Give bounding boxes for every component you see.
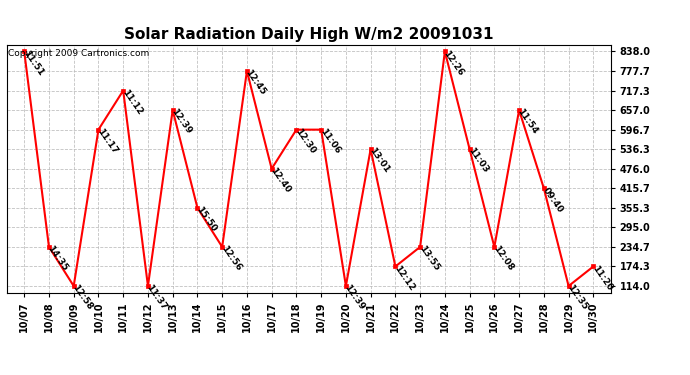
Text: 12:12: 12:12 (392, 264, 416, 292)
Text: 09:40: 09:40 (541, 186, 564, 214)
Text: 11:54: 11:54 (516, 107, 540, 136)
Text: 11:03: 11:03 (466, 147, 490, 175)
Text: 11:37: 11:37 (145, 283, 168, 312)
Text: 12:30: 12:30 (293, 127, 317, 155)
Text: 11:06: 11:06 (318, 127, 342, 155)
Text: 12:40: 12:40 (268, 166, 293, 195)
Text: 11:20: 11:20 (590, 264, 614, 292)
Text: Copyright 2009 Cartronics.com: Copyright 2009 Cartronics.com (8, 49, 149, 58)
Text: 12:45: 12:45 (244, 68, 268, 97)
Text: 12:39: 12:39 (170, 107, 193, 136)
Text: 11:51: 11:51 (21, 49, 45, 77)
Text: 12:26: 12:26 (442, 49, 466, 77)
Title: Solar Radiation Daily High W/m2 20091031: Solar Radiation Daily High W/m2 20091031 (124, 27, 493, 42)
Text: 12:56: 12:56 (219, 244, 243, 273)
Text: 14:35: 14:35 (46, 244, 70, 273)
Text: 13:01: 13:01 (368, 147, 391, 175)
Text: 11:17: 11:17 (95, 127, 119, 156)
Text: 15:50: 15:50 (194, 205, 218, 234)
Text: 11:12: 11:12 (120, 88, 144, 116)
Text: 13:55: 13:55 (417, 244, 441, 273)
Text: 12:08: 12:08 (491, 244, 515, 273)
Text: 12:39: 12:39 (343, 283, 366, 312)
Text: 12:58: 12:58 (70, 283, 95, 312)
Text: 12:35: 12:35 (565, 283, 589, 312)
